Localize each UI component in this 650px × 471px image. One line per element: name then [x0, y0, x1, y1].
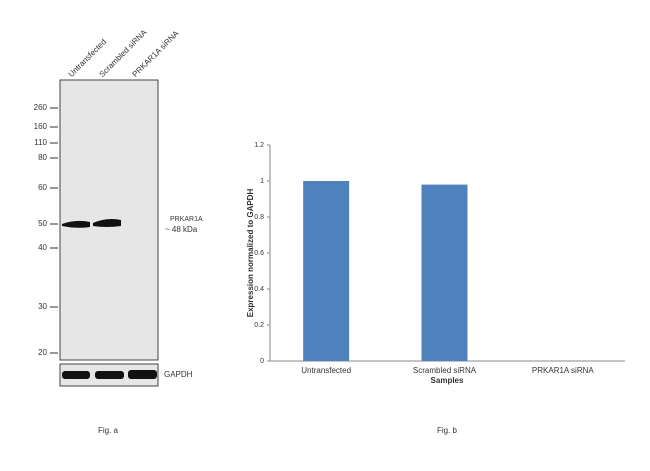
marker-label: 50 [38, 219, 47, 228]
y-tick-label: 0.2 [254, 322, 264, 329]
marker-label: 110 [34, 138, 47, 147]
loading-band [128, 370, 157, 379]
y-tick-label: 0 [260, 358, 264, 365]
band [62, 220, 90, 228]
y-tick-label: 0.6 [254, 250, 264, 257]
x-tick-label: Scrambled siRNA [413, 366, 477, 375]
loading-band [62, 371, 90, 379]
band-label: PRKAR1A [170, 216, 203, 223]
bar [421, 184, 468, 361]
y-tick-label: 0.4 [254, 286, 264, 293]
marker-label: 260 [34, 103, 48, 112]
y-axis-label: Expression normalized to GAPDH [246, 189, 255, 318]
x-axis-label: Samples [431, 376, 464, 385]
marker-label: 40 [38, 243, 47, 252]
band-size: ~ 48 kDa [165, 225, 198, 234]
marker-label: 30 [38, 302, 47, 311]
marker-label: 80 [38, 153, 47, 162]
loading-label: GAPDH [164, 370, 193, 379]
x-tick-label: PRKAR1A siRNA [532, 366, 594, 375]
y-tick-label: 1 [260, 178, 264, 185]
bar [303, 181, 350, 361]
caption: Fig. b [437, 426, 458, 435]
y-tick-label: 0.8 [254, 214, 264, 221]
x-tick-label: Untransfected [301, 366, 351, 375]
marker-label: 20 [38, 348, 47, 357]
band [93, 219, 121, 227]
loading-band [95, 371, 124, 379]
y-tick-label: 1.2 [254, 142, 264, 149]
marker-label: 60 [38, 183, 47, 192]
caption: Fig. a [98, 426, 119, 435]
marker-label: 160 [34, 122, 48, 131]
